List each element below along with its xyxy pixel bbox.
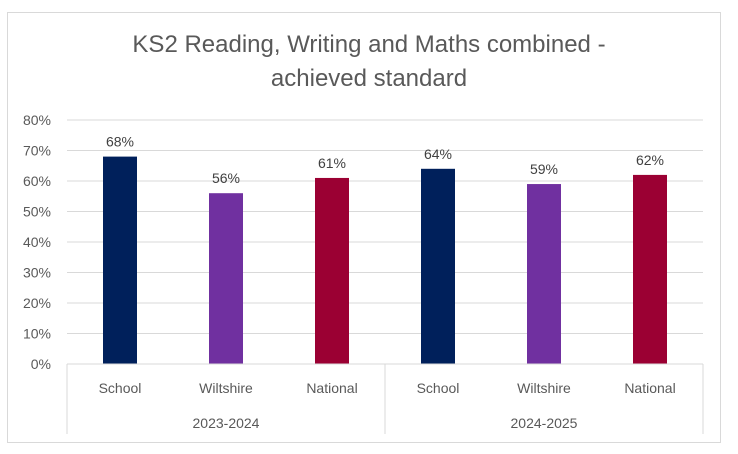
y-tick-label: 50% xyxy=(23,204,51,220)
x-group-label: 2024-2025 xyxy=(511,415,578,431)
data-label: 68% xyxy=(106,134,134,150)
y-tick-label: 60% xyxy=(23,173,51,189)
bar xyxy=(103,156,137,364)
y-tick-label: 10% xyxy=(23,326,51,342)
chart-title: KS2 Reading, Writing and Maths combined … xyxy=(0,28,738,96)
x-category-label: National xyxy=(306,380,357,396)
x-category-label: National xyxy=(624,380,675,396)
data-label: 59% xyxy=(530,161,558,177)
x-category-label: School xyxy=(99,380,142,396)
bar xyxy=(209,193,243,364)
data-label: 56% xyxy=(212,170,240,186)
x-category-label: Wiltshire xyxy=(517,380,571,396)
data-label: 62% xyxy=(636,152,664,168)
data-label: 61% xyxy=(318,155,346,171)
y-tick-label: 30% xyxy=(23,265,51,281)
chart-title-line1: KS2 Reading, Writing and Maths combined … xyxy=(132,31,606,58)
bar xyxy=(315,177,349,364)
bar xyxy=(527,184,561,364)
x-category-label: School xyxy=(417,380,460,396)
y-tick-label: 40% xyxy=(23,234,51,250)
data-label: 64% xyxy=(424,146,452,162)
y-tick-label: 70% xyxy=(23,143,51,159)
bar xyxy=(633,174,667,364)
bar xyxy=(421,168,455,364)
chart-title-line2: achieved standard xyxy=(270,65,468,92)
x-category-label: Wiltshire xyxy=(199,380,253,396)
x-group-label: 2023-2024 xyxy=(193,415,260,431)
y-tick-label: 0% xyxy=(31,356,51,372)
y-tick-label: 20% xyxy=(23,295,51,311)
y-tick-label: 80% xyxy=(23,112,51,128)
